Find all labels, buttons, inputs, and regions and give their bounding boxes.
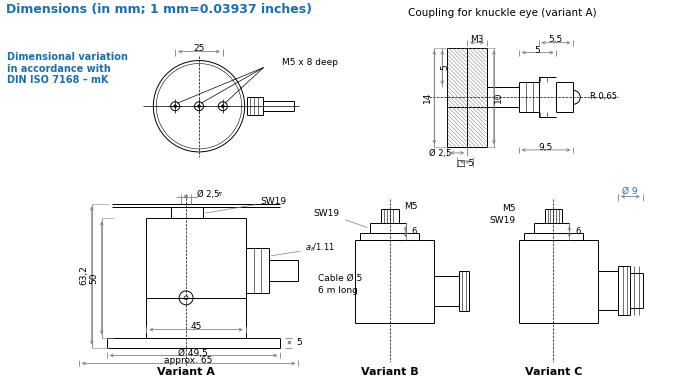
Text: in accordance with: in accordance with: [7, 64, 111, 74]
Text: 10: 10: [494, 91, 504, 103]
Circle shape: [198, 105, 200, 108]
Text: 63,2: 63,2: [79, 265, 88, 285]
Text: M5: M5: [405, 202, 418, 211]
Text: Dimensions (in mm; 1 mm=0.03937 inches): Dimensions (in mm; 1 mm=0.03937 inches): [6, 3, 312, 16]
Text: Dimensional variation: Dimensional variation: [7, 52, 128, 62]
Text: Ø 2,5: Ø 2,5: [429, 149, 452, 158]
Text: M5 x 8 deep: M5 x 8 deep: [282, 58, 338, 67]
Text: M3: M3: [471, 35, 484, 44]
Text: 6: 6: [412, 227, 417, 236]
Circle shape: [174, 105, 177, 108]
Text: Variant A: Variant A: [157, 367, 215, 377]
Text: R 0,65: R 0,65: [590, 92, 617, 101]
Text: Ø 9: Ø 9: [622, 187, 638, 196]
Text: 45: 45: [190, 322, 202, 331]
Text: Cable Ø 5: Cable Ø 5: [318, 274, 362, 282]
Circle shape: [221, 105, 224, 108]
Text: Ø 49,5: Ø 49,5: [178, 349, 208, 358]
Text: 5,5: 5,5: [548, 35, 563, 44]
Text: $_{f7}$: $_{f7}$: [217, 191, 223, 199]
Text: 50: 50: [89, 272, 98, 284]
Text: □ 5: □ 5: [456, 159, 474, 168]
Text: 9,5: 9,5: [538, 143, 552, 152]
Text: 6: 6: [575, 227, 581, 236]
Text: approx. 65: approx. 65: [164, 356, 213, 365]
Text: 25: 25: [194, 44, 204, 53]
Text: DIN ISO 7168 – mK: DIN ISO 7168 – mK: [7, 76, 109, 85]
Text: Coupling for knuckle eye (variant A): Coupling for knuckle eye (variant A): [408, 8, 596, 18]
Text: 6 m long: 6 m long: [318, 287, 358, 296]
Text: SW19: SW19: [314, 209, 367, 228]
Text: Ø 2,5: Ø 2,5: [197, 190, 219, 199]
Text: 5: 5: [441, 65, 450, 70]
Text: Variant B: Variant B: [361, 367, 418, 377]
Text: SW19: SW19: [206, 197, 286, 213]
Text: 5: 5: [535, 46, 540, 55]
Text: M5: M5: [502, 204, 516, 213]
Text: SW19: SW19: [489, 216, 516, 225]
Text: 14: 14: [423, 91, 432, 103]
Text: 5: 5: [297, 338, 302, 347]
Text: Variant C: Variant C: [525, 367, 582, 377]
Text: $a_f$/1.11: $a_f$/1.11: [271, 242, 335, 256]
